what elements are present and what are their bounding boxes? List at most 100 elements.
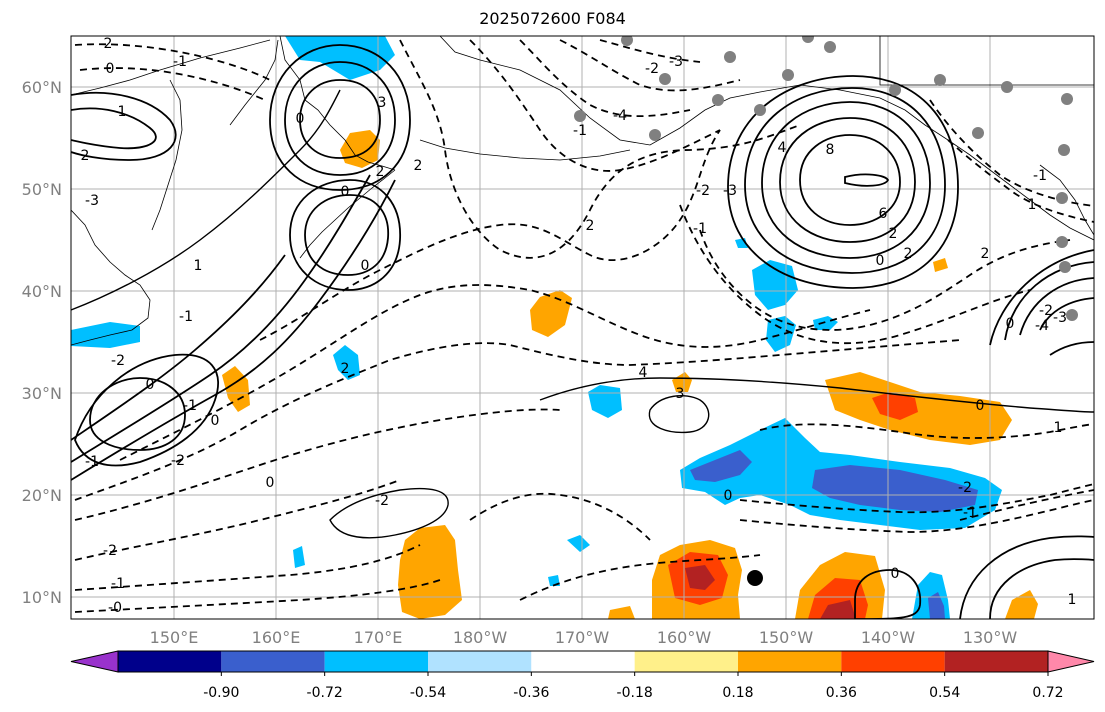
neg-contour-17 (699, 229, 1071, 331)
pos-contour-se3 (1004, 261, 1094, 341)
contour-label: 1 (1054, 420, 1063, 436)
contour-label: -0 (108, 600, 122, 616)
longitude-label: 160°E (252, 628, 301, 647)
contour-label: -1 (183, 398, 197, 414)
contour-label: 2 (341, 361, 350, 377)
latitude-label: 20°N (22, 486, 62, 505)
contour-label: 1 (1028, 197, 1037, 213)
contour-label: 2 (586, 218, 595, 234)
colorbar-tick-label: 0.54 (929, 685, 960, 701)
longitude-label: 180°W (453, 628, 508, 647)
longitude-label: 150°E (150, 628, 199, 647)
pos-contour-nw1 (71, 107, 157, 150)
neg-contour-22 (959, 489, 1094, 521)
station-marker (724, 51, 736, 63)
pos-contour-sw3 (71, 179, 396, 481)
pos-contour-high-3 (779, 117, 916, 243)
neg-contour-2 (79, 67, 266, 101)
colorbar-segment (841, 651, 945, 672)
longitude-label: 170°E (354, 628, 403, 647)
neg-contour-5 (519, 39, 691, 118)
contour-label: 2 (414, 158, 423, 174)
contour-label: 0 (211, 413, 220, 429)
colorbar-tick-label: 0.72 (1032, 685, 1063, 701)
neg-contour-20 (739, 483, 1094, 514)
zero-contours (71, 89, 1094, 539)
contour-label: -2 (111, 353, 125, 369)
coast-northwest (71, 39, 271, 96)
shade-dkred-south2 (685, 565, 715, 590)
contour-label: 8 (826, 142, 835, 158)
map-frame (70, 35, 1095, 620)
pos-contour-ring1 (304, 194, 389, 276)
longitude-axis: 150°E 160°E 170°E 180°W 170°W 160°W 150°W 140°W… (150, 628, 1018, 647)
contour-label: -1 (693, 221, 707, 237)
pos-contour-ring4 (284, 61, 396, 176)
shade-blue-small1 (333, 345, 360, 380)
colorbar-segment (118, 651, 222, 672)
colorbar-tick-label: -0.54 (410, 685, 446, 701)
station-marker (889, 84, 901, 96)
longitude-label: 150°W (759, 628, 814, 647)
contour-label: 4 (778, 140, 787, 156)
coast-kurils (299, 169, 396, 259)
colorbar-segment (324, 651, 428, 672)
shade-blue-tiny2 (293, 546, 305, 568)
contour-label: 0 (976, 398, 985, 414)
neg-contour-23 (947, 139, 1094, 223)
station-marker (1056, 236, 1068, 248)
neg-contour-12 (74, 479, 401, 561)
colorbar: -0.90 -0.72 -0.54 -0.36 -0.18 0.18 0.36 0.54 0.7… (70, 650, 1095, 701)
station-marker (1058, 144, 1070, 156)
station-marker (649, 129, 661, 141)
contour-label: 0 (891, 566, 900, 582)
shade-blue-gulf4 (735, 238, 748, 248)
shade-orange-mid (530, 290, 572, 337)
contour-label: -1 (173, 54, 187, 70)
contour-label: -4 (1035, 318, 1049, 334)
pos-contour-ring3 (299, 79, 381, 159)
neg-contour-18 (679, 204, 1031, 345)
pos-contour-se2 (1019, 277, 1094, 336)
station-marker (934, 74, 946, 86)
station-marker (754, 104, 766, 116)
positive-contours (71, 44, 1094, 619)
colorbar-segment (634, 651, 738, 672)
shade-red-south3 (808, 578, 868, 619)
station-marker (1061, 93, 1073, 105)
contour-label: 2 (981, 246, 990, 262)
contour-label: -2 (375, 493, 389, 509)
contour-label: -1 (963, 505, 977, 521)
contour-label: 3 (676, 386, 685, 402)
pos-contour-low-sw2 (74, 353, 219, 467)
station-marker (782, 69, 794, 81)
station-marker (1066, 309, 1078, 321)
pos-contour-ring5 (269, 44, 411, 191)
shade-orange-east (825, 372, 1012, 445)
shade-blue-gulf3 (813, 316, 838, 330)
neg-contour-9 (119, 284, 871, 461)
neg-contour-3 (399, 39, 801, 259)
shade-orange-south5 (1005, 590, 1038, 619)
station-marker (1019, 24, 1031, 36)
colorbar-tick-label: -0.18 (617, 685, 653, 701)
station-marker (1001, 81, 1013, 93)
coast-aleutians (419, 139, 631, 161)
contour-label: 4 (639, 365, 648, 381)
contour-label: 2 (104, 36, 113, 52)
neg-contour-21 (739, 499, 1094, 533)
contour-label: -1 (1033, 168, 1047, 184)
longitude-label: 130°W (963, 628, 1018, 647)
contour-label: 1 (194, 258, 203, 274)
contour-label: -2 (103, 543, 117, 559)
colorbar-segment (944, 651, 1048, 672)
longitude-label: 170°W (555, 628, 610, 647)
contour-label: 2 (904, 246, 913, 262)
pos-contour-low-sw1 (89, 377, 186, 451)
contour-label: -2 (645, 61, 659, 77)
pos-contour-high-1 (844, 173, 890, 187)
longitude-label: 140°W (861, 628, 916, 647)
pos-contour-high-2 (799, 134, 901, 226)
shade-navy-band1 (690, 450, 752, 482)
